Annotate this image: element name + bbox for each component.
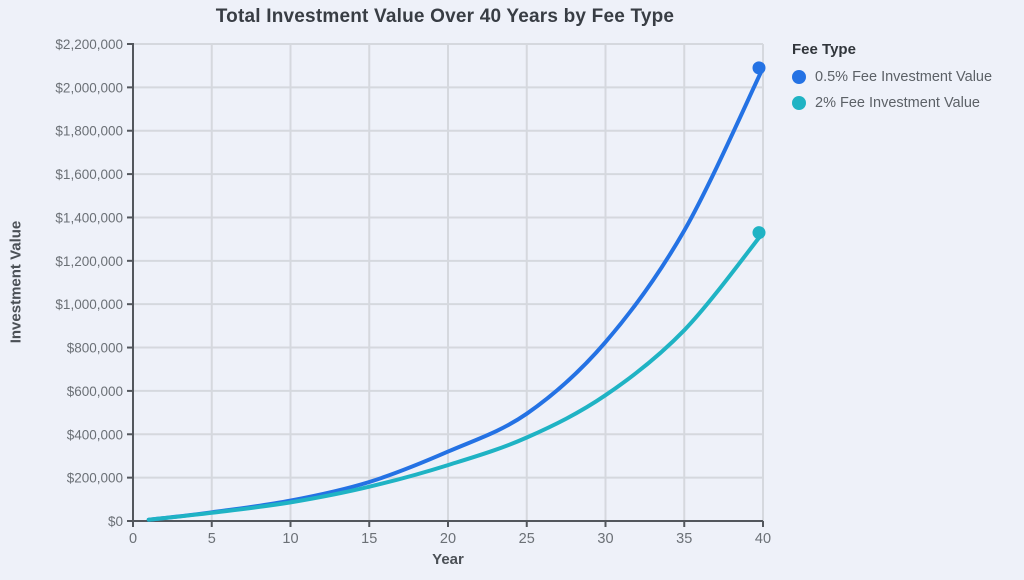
series-end-dot-0 — [752, 61, 766, 75]
legend: Fee Type 0.5% Fee Investment Value 2% Fee… — [792, 41, 992, 121]
y-axis-label: Investment Value — [7, 220, 25, 344]
y-tick-label: $800,000 — [67, 341, 123, 356]
y-tick-label: $1,800,000 — [55, 124, 123, 139]
x-tick-label: 35 — [676, 531, 692, 547]
x-tick-label: 0 — [129, 531, 137, 547]
y-tick-label: $2,200,000 — [55, 37, 123, 52]
legend-items: 0.5% Fee Investment Value 2% Fee Investme… — [792, 69, 992, 111]
y-tick-label: $600,000 — [67, 384, 123, 399]
y-tick-label: $200,000 — [67, 471, 123, 486]
legend-swatch-icon — [792, 96, 806, 110]
y-tick-label: $1,600,000 — [55, 167, 123, 182]
chart-title: Total Investment Value Over 40 Years by … — [215, 6, 675, 27]
legend-item-label: 0.5% Fee Investment Value — [815, 69, 993, 85]
y-tick-label: $2,000,000 — [55, 80, 123, 95]
x-axis-label: Year — [432, 551, 464, 568]
legend-item-label: 2% Fee Investment Value — [815, 95, 980, 111]
series-line-1 — [146, 230, 765, 522]
x-tick-label: 10 — [282, 531, 298, 547]
legend-item-1[interactable]: 2% Fee Investment Value — [792, 95, 992, 111]
legend-item-0[interactable]: 0.5% Fee Investment Value — [792, 69, 992, 85]
y-tick-label: $1,400,000 — [55, 210, 123, 225]
x-tick-label: 5 — [208, 531, 216, 547]
y-tick-label: $1,000,000 — [55, 297, 123, 312]
legend-title: Fee Type — [792, 41, 856, 58]
y-tick-label: $400,000 — [67, 427, 123, 442]
x-tick-label: 40 — [755, 531, 771, 547]
x-tick-label: 20 — [440, 531, 456, 547]
x-tick-label: 15 — [361, 531, 377, 547]
series-end-dot-1 — [752, 226, 766, 240]
legend-swatch-icon — [792, 70, 806, 84]
y-tick-label: $0 — [108, 514, 123, 529]
series-line-0 — [146, 65, 765, 522]
x-tick-label: 25 — [519, 531, 535, 547]
y-tick-label: $1,200,000 — [55, 254, 123, 269]
x-tick-label: 30 — [597, 531, 613, 547]
